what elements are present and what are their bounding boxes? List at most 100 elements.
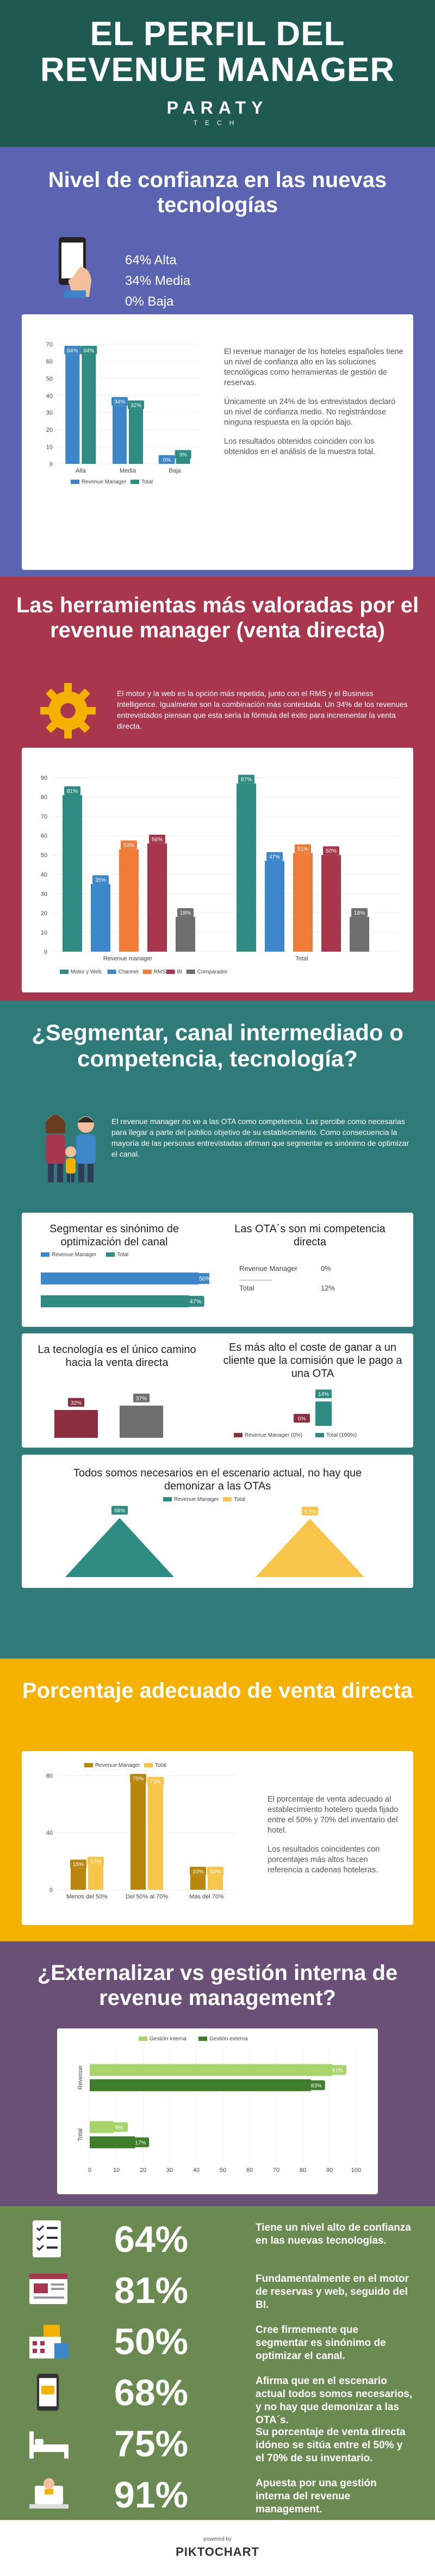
legend-label: Total (141, 479, 153, 485)
summary-row: 75% Su porcentaje de venta directa idóne… (22, 2419, 413, 2467)
data-label-bg (111, 1506, 128, 1515)
legend-swatch (60, 970, 69, 974)
summary-pct: 64% (114, 2219, 189, 2260)
summary-pct: 81% (114, 2270, 189, 2311)
otas-row-label: Revenue Manager (239, 1264, 297, 1273)
smartphone-icon (59, 237, 91, 298)
section-title: Las herramientas más valoradas por el re… (16, 593, 419, 642)
data-label-bg (111, 397, 128, 406)
legend-swatch (41, 1252, 49, 1257)
segmentar-intro: El revenue manager no ve a las OTA como … (111, 1117, 409, 1158)
x-tick-label: Baja (169, 468, 182, 474)
checklist-icon (33, 2220, 61, 2257)
venta-notes: El porcentaje de venta adecuado al estab… (268, 1795, 403, 1876)
summary-row: 91% Apuesta por una gestión interna del … (22, 2471, 413, 2518)
main-title: EL PERFIL DEL REVENUE MANAGER (0, 0, 435, 88)
section-summary: 64% Tiene un nivel alto de confianza en … (0, 2206, 435, 2520)
venta-card: 0 40 80 15% 17% Menos del 50% 75% 73% Del 50% al… (22, 1751, 413, 1925)
data-label-bg (187, 1296, 204, 1307)
legend-label: RMS (154, 969, 166, 975)
piktochart-logo[interactable]: PIKTOCHART (176, 2545, 259, 2559)
section-title: Porcentaje adecuado de venta directa (22, 1679, 413, 1703)
data-label-bg (149, 834, 165, 843)
data-label-bg (133, 1393, 150, 1402)
bed-icon (29, 2431, 69, 2459)
legend-swatch (166, 970, 175, 974)
bar (350, 917, 369, 952)
card-tecnologia-coste: La tecnología es el único camino hacia l… (22, 1333, 413, 1448)
summary-pct: 68% (114, 2372, 189, 2413)
legend-swatch (186, 970, 195, 974)
y-tick-label: 40 (46, 1830, 53, 1836)
data-label-bg (64, 786, 80, 795)
x-tick-label: 90 (326, 2167, 333, 2174)
data-label-bg (295, 844, 311, 853)
bar (148, 1785, 163, 1890)
bar (41, 1295, 189, 1307)
confianza-notes: El revenue manager de los hoteles españo… (224, 347, 403, 457)
bar (63, 795, 82, 952)
y-tick-label: 60 (41, 833, 47, 840)
data-label: 17% (90, 1859, 101, 1865)
data-label-bg (92, 875, 109, 884)
bar (147, 843, 167, 952)
data-label: 18% (354, 910, 365, 916)
question-segmentar: Segmentar es sinónimo de optimización de… (49, 1223, 179, 1248)
legend-swatch (71, 480, 79, 484)
divider (239, 1280, 272, 1281)
tecnologia-chart: 32% 37% (54, 1393, 163, 1438)
data-label: 3% (179, 452, 187, 458)
legend-label: Gestión externa (209, 2036, 248, 2042)
data-label-bg (351, 908, 368, 917)
x-tick-label: 40 (193, 2167, 200, 2174)
summary-row: 68% Afirma que en el escenario actual to… (22, 2368, 413, 2426)
data-label: 56% (152, 837, 163, 843)
data-label: 87% (241, 777, 252, 783)
confianza-chart: 0 10 20 30 40 50 60 70 64% 64% Alta 34% 32% Media 0% 3%… (46, 342, 198, 485)
bar (129, 409, 143, 464)
data-label: 83% (311, 2083, 322, 2089)
data-label: 10% (210, 1869, 221, 1875)
y-tick-label: 60 (46, 358, 53, 365)
data-label-bg (147, 1777, 164, 1786)
summary-pct: 75% (114, 2423, 189, 2465)
bar (208, 1875, 223, 1890)
browser-icon (29, 2274, 67, 2304)
data-label: 32% (130, 402, 141, 408)
data-label-bg (158, 455, 175, 464)
legend-swatch (107, 970, 116, 974)
data-label: 73% (150, 1779, 161, 1785)
otas-row-label: Total (239, 1284, 254, 1292)
question-coste: Es más alto el coste de ganar a un clien… (223, 1342, 402, 1380)
data-label-bg (238, 774, 254, 784)
data-label: 37% (136, 1396, 147, 1402)
x-tick-label: Revenue manager (103, 955, 153, 962)
otas-row-rm: Revenue Manager 0% (239, 1264, 381, 1276)
x-tick-label: 0 (88, 2167, 91, 2174)
x-tick-label: 60 (246, 2167, 253, 2174)
data-label: 32% (71, 1400, 82, 1406)
necesarios-chart: Revenue Manager Total 68% 67% (65, 1497, 364, 1577)
y-tick-label: 0 (44, 949, 47, 955)
data-label-bg (80, 345, 97, 355)
section-herramientas: Las herramientas más valoradas por el re… (0, 576, 435, 1001)
data-label: 81% (67, 789, 78, 794)
legend-swatch (139, 2037, 147, 2041)
x-tick-label: Mas del 70% (189, 1894, 224, 1900)
data-label: 47% (190, 1299, 202, 1305)
bar (265, 860, 284, 952)
y-tick-label: 10 (46, 444, 53, 451)
x-tick-label: Alta (76, 468, 86, 474)
bar (237, 783, 256, 952)
logo-subtitle: TECH (193, 119, 242, 127)
legend-label: Motor y Web (71, 969, 102, 975)
y-tick-label: 70 (41, 814, 47, 820)
family-icon (46, 1115, 96, 1182)
data-label: 0% (163, 457, 171, 463)
coste-chart: 0% 14% Revenue Manager (0%) Total (100%) (234, 1389, 357, 1438)
otas-row-value: 0% (321, 1264, 331, 1273)
bar (90, 2064, 332, 2076)
y-tick-label: 10 (41, 929, 47, 936)
question-todos-necesarios: Todos somos necesarios en el escenario a… (73, 1467, 362, 1492)
data-label-bg (110, 2122, 128, 2132)
